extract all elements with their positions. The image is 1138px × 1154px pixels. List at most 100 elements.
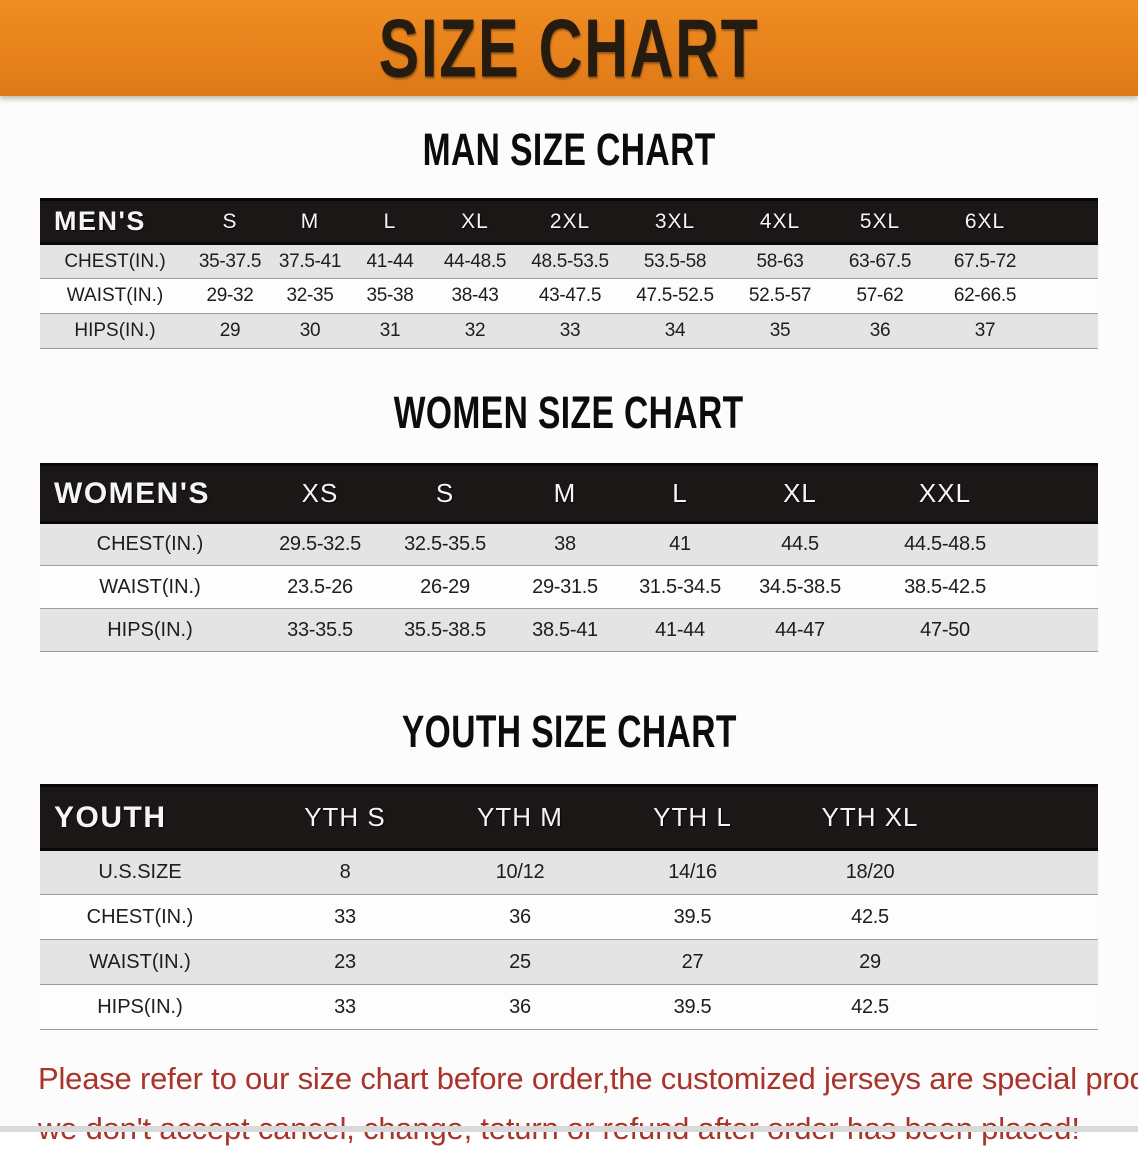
measurement-value: 67.5-72 — [930, 243, 1040, 279]
row-filler-cell — [945, 849, 1098, 895]
measurement-value: 58-63 — [730, 243, 830, 279]
men-size-column-header: 6XL — [930, 198, 1040, 245]
measurement-value: 34.5-38.5 — [740, 565, 860, 609]
row-filler-cell — [1040, 278, 1098, 314]
measurement-value: 25 — [450, 939, 590, 985]
measurement-value: 36 — [450, 894, 590, 940]
measurement-value: 35-38 — [350, 278, 430, 314]
measurement-label: WAIST(IN.) — [40, 278, 190, 314]
measurement-value: 41 — [620, 522, 740, 566]
women-size-section: WOMEN SIZE CHART WOMEN'S XS S M L XL XXL CHEST(I… — [0, 387, 1138, 652]
row-filler-cell — [1030, 522, 1098, 566]
measurement-value: 41-44 — [350, 243, 430, 279]
women-size-column-header: M — [510, 463, 620, 524]
notice-line-2: we don't accept cancel, change, teturn o… — [38, 1111, 1080, 1146]
youth-size-column-header: YTH L — [590, 784, 795, 851]
men-size-column-header: M — [270, 198, 350, 245]
measurement-value: 33 — [520, 313, 620, 349]
measurement-value: 29-31.5 — [510, 565, 620, 609]
youth-measurement-row: U.S.SIZE 8 10/12 14/16 18/20 — [40, 849, 1098, 895]
measurement-value: 32-35 — [270, 278, 350, 314]
banner: SIZE CHART — [0, 0, 1138, 96]
youth-size-section: YOUTH SIZE CHART YOUTH YTH S YTH M YTH L YTH … — [0, 706, 1138, 1030]
measurement-value: 23 — [240, 939, 450, 985]
measurement-value: 33-35.5 — [260, 608, 380, 652]
measurement-label: WAIST(IN.) — [40, 939, 240, 985]
women-measurement-row: CHEST(IN.) 29.5-32.5 32.5-35.5 38 41 44.5 44.5… — [40, 522, 1098, 566]
women-measurement-row: HIPS(IN.) 33-35.5 35.5-38.5 38.5-41 41-44 44-… — [40, 608, 1098, 652]
measurement-label: WAIST(IN.) — [40, 565, 260, 609]
size-chart-sections: MAN SIZE CHART MEN'S S M L XL 2XL 3XL 4XL 5XL 6XL C… — [0, 124, 1138, 1030]
measurement-label: HIPS(IN.) — [40, 984, 240, 1030]
youth-header-row: YOUTH YTH S YTH M YTH L YTH XL — [40, 784, 1098, 851]
men-size-section: MAN SIZE CHART MEN'S S M L XL 2XL 3XL 4XL 5XL 6XL C… — [0, 124, 1138, 349]
measurement-label: CHEST(IN.) — [40, 894, 240, 940]
measurement-value: 33 — [240, 894, 450, 940]
youth-size-column-header: YTH XL — [795, 784, 945, 851]
men-section-heading-text: MAN SIZE CHART — [422, 124, 716, 175]
women-table-title-cell: WOMEN'S — [40, 463, 260, 524]
men-measurement-row: CHEST(IN.) 35-37.5 37.5-41 41-44 44-48.5 48.5… — [40, 243, 1098, 279]
row-filler-cell — [945, 894, 1098, 940]
measurement-value: 42.5 — [795, 984, 945, 1030]
men-section-heading: MAN SIZE CHART — [0, 124, 1138, 175]
measurement-value: 53.5-58 — [620, 243, 730, 279]
measurement-value: 39.5 — [590, 984, 795, 1030]
men-table-title-cell: MEN'S — [40, 198, 190, 245]
youth-size-column-header: YTH S — [240, 784, 450, 851]
measurement-value: 44-48.5 — [430, 243, 520, 279]
measurement-value: 63-67.5 — [830, 243, 930, 279]
men-size-column-header: 4XL — [730, 198, 830, 245]
measurement-value: 36 — [450, 984, 590, 1030]
women-size-column-header: S — [380, 463, 510, 524]
men-size-table: MEN'S S M L XL 2XL 3XL 4XL 5XL 6XL CHEST(IN.) 35-37… — [40, 198, 1098, 349]
youth-measurement-row: WAIST(IN.) 23 25 27 29 — [40, 939, 1098, 985]
measurement-label: CHEST(IN.) — [40, 522, 260, 566]
men-size-column-header: S — [190, 198, 270, 245]
row-filler-cell — [1040, 243, 1098, 279]
measurement-value: 36 — [830, 313, 930, 349]
measurement-value: 38 — [510, 522, 620, 566]
measurement-value: 29.5-32.5 — [260, 522, 380, 566]
measurement-value: 44-47 — [740, 608, 860, 652]
measurement-value: 39.5 — [590, 894, 795, 940]
order-notice: Please refer to our size chart before or… — [38, 1054, 1138, 1154]
notice-line-1: Please refer to our size chart before or… — [38, 1061, 1138, 1096]
women-size-table: WOMEN'S XS S M L XL XXL CHEST(IN.) 29.5-32.5 32.5… — [40, 463, 1098, 652]
women-size-column-header: XS — [260, 463, 380, 524]
measurement-value: 38.5-41 — [510, 608, 620, 652]
youth-section-heading: YOUTH SIZE CHART — [0, 706, 1138, 757]
measurement-value: 47-50 — [860, 608, 1030, 652]
measurement-value: 48.5-53.5 — [520, 243, 620, 279]
women-section-heading: WOMEN SIZE CHART — [0, 387, 1138, 438]
measurement-value: 30 — [270, 313, 350, 349]
row-filler-cell — [1030, 608, 1098, 652]
measurement-value: 41-44 — [620, 608, 740, 652]
measurement-label: HIPS(IN.) — [40, 313, 190, 349]
youth-size-column-header: YTH M — [450, 784, 590, 851]
women-size-column-header: XL — [740, 463, 860, 524]
youth-section-heading-text: YOUTH SIZE CHART — [401, 706, 737, 757]
measurement-value: 8 — [240, 849, 450, 895]
measurement-value: 35.5-38.5 — [380, 608, 510, 652]
measurement-value: 35 — [730, 313, 830, 349]
measurement-value: 10/12 — [450, 849, 590, 895]
measurement-label: HIPS(IN.) — [40, 608, 260, 652]
women-measurement-row: WAIST(IN.) 23.5-26 26-29 29-31.5 31.5-34.5 34… — [40, 565, 1098, 609]
measurement-value: 29 — [190, 313, 270, 349]
row-filler-cell — [945, 984, 1098, 1030]
measurement-value: 29-32 — [190, 278, 270, 314]
header-filler-cell — [1030, 463, 1098, 524]
row-filler-cell — [1040, 313, 1098, 349]
men-measurement-row: HIPS(IN.) 29 30 31 32 33 34 35 36 37 — [40, 313, 1098, 349]
measurement-value: 44.5-48.5 — [860, 522, 1030, 566]
measurement-value: 14/16 — [590, 849, 795, 895]
women-size-column-header: XXL — [860, 463, 1030, 524]
measurement-value: 42.5 — [795, 894, 945, 940]
measurement-value: 47.5-52.5 — [620, 278, 730, 314]
women-header-row: WOMEN'S XS S M L XL XXL — [40, 463, 1098, 524]
measurement-value: 31.5-34.5 — [620, 565, 740, 609]
men-size-column-header: 2XL — [520, 198, 620, 245]
measurement-label: U.S.SIZE — [40, 849, 240, 895]
